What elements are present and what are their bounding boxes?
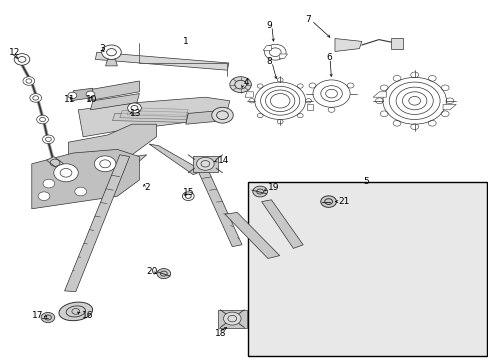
Circle shape <box>106 49 116 56</box>
Circle shape <box>229 77 251 93</box>
Text: 14: 14 <box>217 156 228 165</box>
Polygon shape <box>185 110 228 124</box>
Text: 6: 6 <box>326 53 332 62</box>
Circle shape <box>45 137 51 141</box>
Text: 19: 19 <box>267 183 279 192</box>
Polygon shape <box>46 157 63 167</box>
Circle shape <box>41 312 55 323</box>
Circle shape <box>18 57 26 62</box>
Text: 11: 11 <box>64 94 76 104</box>
Text: 3: 3 <box>99 44 105 53</box>
Polygon shape <box>64 155 129 292</box>
Text: 7: 7 <box>305 15 311 24</box>
Polygon shape <box>244 92 253 97</box>
Circle shape <box>43 179 55 188</box>
Text: 16: 16 <box>82 310 94 320</box>
Circle shape <box>26 79 32 83</box>
Text: 13: 13 <box>129 109 141 118</box>
Circle shape <box>196 157 214 170</box>
Circle shape <box>40 117 45 122</box>
Polygon shape <box>112 113 188 122</box>
Polygon shape <box>149 144 203 175</box>
Text: 4: 4 <box>243 78 249 87</box>
Polygon shape <box>32 149 139 209</box>
Text: 8: 8 <box>266 57 272 66</box>
Polygon shape <box>68 124 156 164</box>
Circle shape <box>30 94 41 102</box>
Polygon shape <box>372 92 386 97</box>
Text: 5: 5 <box>362 177 368 186</box>
Circle shape <box>75 187 86 196</box>
Polygon shape <box>193 156 217 172</box>
Polygon shape <box>95 52 228 70</box>
Polygon shape <box>105 59 117 66</box>
Circle shape <box>223 312 241 325</box>
Bar <box>248 182 486 356</box>
Text: 17: 17 <box>31 310 43 320</box>
Polygon shape <box>71 88 93 101</box>
Circle shape <box>33 96 39 100</box>
Polygon shape <box>261 200 303 248</box>
Polygon shape <box>442 104 455 110</box>
Polygon shape <box>78 97 229 137</box>
Text: 20: 20 <box>146 267 158 276</box>
Circle shape <box>102 45 121 59</box>
Polygon shape <box>198 169 242 247</box>
Circle shape <box>127 103 141 113</box>
Polygon shape <box>279 54 287 59</box>
Polygon shape <box>263 46 271 50</box>
Circle shape <box>252 186 267 197</box>
Circle shape <box>94 156 116 172</box>
Polygon shape <box>120 111 188 120</box>
Text: 15: 15 <box>183 188 195 197</box>
Circle shape <box>68 92 77 99</box>
Polygon shape <box>90 94 139 110</box>
Circle shape <box>54 164 78 182</box>
Polygon shape <box>127 108 188 117</box>
Text: 21: 21 <box>338 197 349 206</box>
Text: 10: 10 <box>85 94 97 104</box>
Polygon shape <box>390 38 403 49</box>
Circle shape <box>37 115 48 124</box>
Text: 12: 12 <box>9 48 20 57</box>
Circle shape <box>14 54 30 65</box>
Text: 1: 1 <box>183 37 189 46</box>
Text: 18: 18 <box>215 328 226 338</box>
Circle shape <box>211 107 233 123</box>
Polygon shape <box>88 81 139 101</box>
Circle shape <box>182 192 194 201</box>
Circle shape <box>320 196 336 207</box>
Ellipse shape <box>59 302 92 321</box>
Text: 2: 2 <box>144 183 150 192</box>
Circle shape <box>38 192 50 201</box>
Polygon shape <box>306 104 313 110</box>
Polygon shape <box>217 310 246 328</box>
Polygon shape <box>224 212 279 258</box>
Circle shape <box>42 135 54 144</box>
Text: 9: 9 <box>266 21 272 30</box>
Circle shape <box>86 91 95 98</box>
Polygon shape <box>49 155 146 180</box>
Circle shape <box>23 77 35 85</box>
Circle shape <box>157 269 170 279</box>
Polygon shape <box>334 39 361 51</box>
